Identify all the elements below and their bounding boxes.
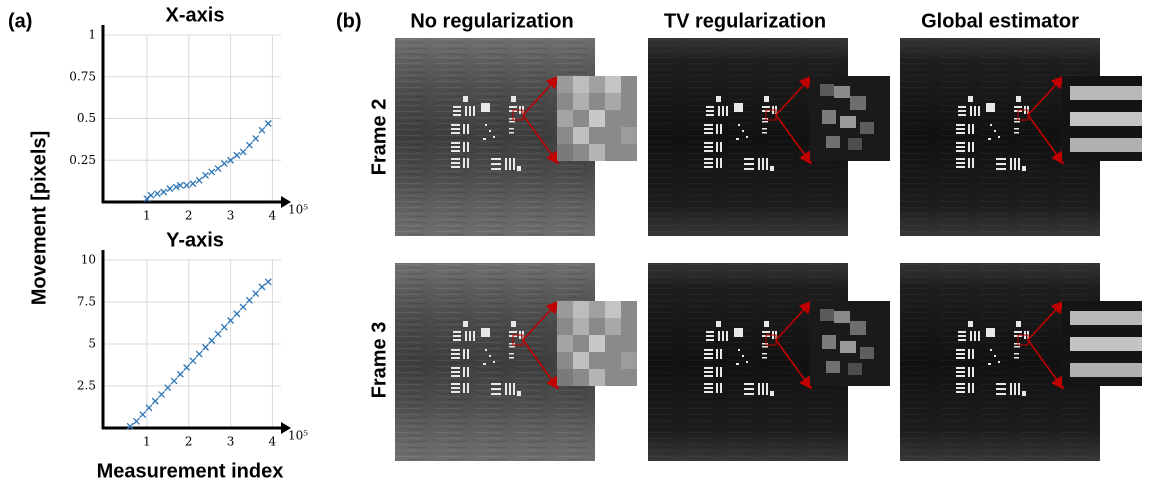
data-point [234, 152, 240, 158]
y-tick-label: 2.5 [77, 379, 96, 393]
x-tick-label: 2 [185, 209, 193, 223]
data-point [159, 391, 165, 397]
data-point [154, 191, 160, 197]
data-point [196, 177, 202, 183]
x-tick-label: 1 [143, 209, 151, 223]
reconstruction-image [900, 263, 1142, 461]
data-point [240, 149, 246, 155]
column-title: Global estimator [921, 10, 1079, 32]
data-point [202, 172, 208, 178]
data-point [215, 331, 221, 337]
data-point [209, 169, 215, 175]
data-point [209, 338, 215, 344]
data-point [265, 279, 271, 285]
data-point [246, 142, 252, 148]
y-tick-label: 10 [81, 253, 96, 267]
chart-title: Y-axis [166, 229, 224, 251]
reconstruction-image [395, 38, 637, 236]
x-tick-label: 1 [143, 435, 151, 449]
data-point [265, 121, 271, 127]
data-point [190, 358, 196, 364]
column-title: TV regularization [664, 10, 826, 32]
panel-label: (a) [8, 10, 32, 32]
panel-label: (b) [336, 10, 362, 32]
column-title: No regularization [410, 10, 573, 32]
x-scale-label: 10⁵ [288, 203, 308, 217]
x-tick-label: 3 [227, 209, 235, 223]
reconstruction-image [395, 263, 637, 461]
x-tick-label: 4 [269, 435, 277, 449]
data-point [253, 136, 259, 142]
y-tick-label: 0.75 [69, 69, 96, 83]
data-point [240, 304, 246, 310]
y-tick-label: 5 [88, 337, 96, 351]
data-point [259, 127, 265, 133]
x-tick-label: 4 [269, 209, 277, 223]
figure: (a) Movement [pixels] Measurement index … [0, 0, 1155, 491]
y-tick-label: 1 [88, 28, 96, 42]
y-tick-label: 0.5 [77, 111, 96, 125]
y-tick-label: 0.25 [69, 153, 96, 167]
reconstruction-image [648, 38, 890, 236]
data-point [196, 351, 202, 357]
reconstruction-image [648, 263, 890, 461]
y-axis-label: Movement [pixels] [28, 131, 50, 305]
data-point [215, 166, 221, 172]
data-point [167, 186, 173, 192]
data-point [259, 284, 265, 290]
data-point [161, 189, 167, 195]
data-point [152, 398, 158, 404]
data-point [148, 192, 154, 198]
chart-title: X-axis [166, 4, 225, 26]
data-point [133, 418, 139, 424]
data-point [140, 412, 146, 418]
data-point [202, 344, 208, 350]
data-point [177, 371, 183, 377]
reconstruction-image [900, 38, 1142, 236]
row-label: Frame 2 [368, 99, 390, 176]
row-label: Frame 3 [368, 322, 390, 399]
x-axis-label: Measurement index [97, 460, 284, 482]
x-tick-label: 2 [185, 435, 193, 449]
data-point [221, 161, 227, 167]
y-tick-label: 7.5 [77, 295, 96, 309]
data-point [171, 378, 177, 384]
x-tick-label: 3 [227, 435, 235, 449]
data-point [221, 324, 227, 330]
data-point [253, 291, 259, 297]
x-scale-label: 10⁵ [288, 429, 308, 443]
data-point [234, 311, 240, 317]
data-point [190, 181, 196, 187]
